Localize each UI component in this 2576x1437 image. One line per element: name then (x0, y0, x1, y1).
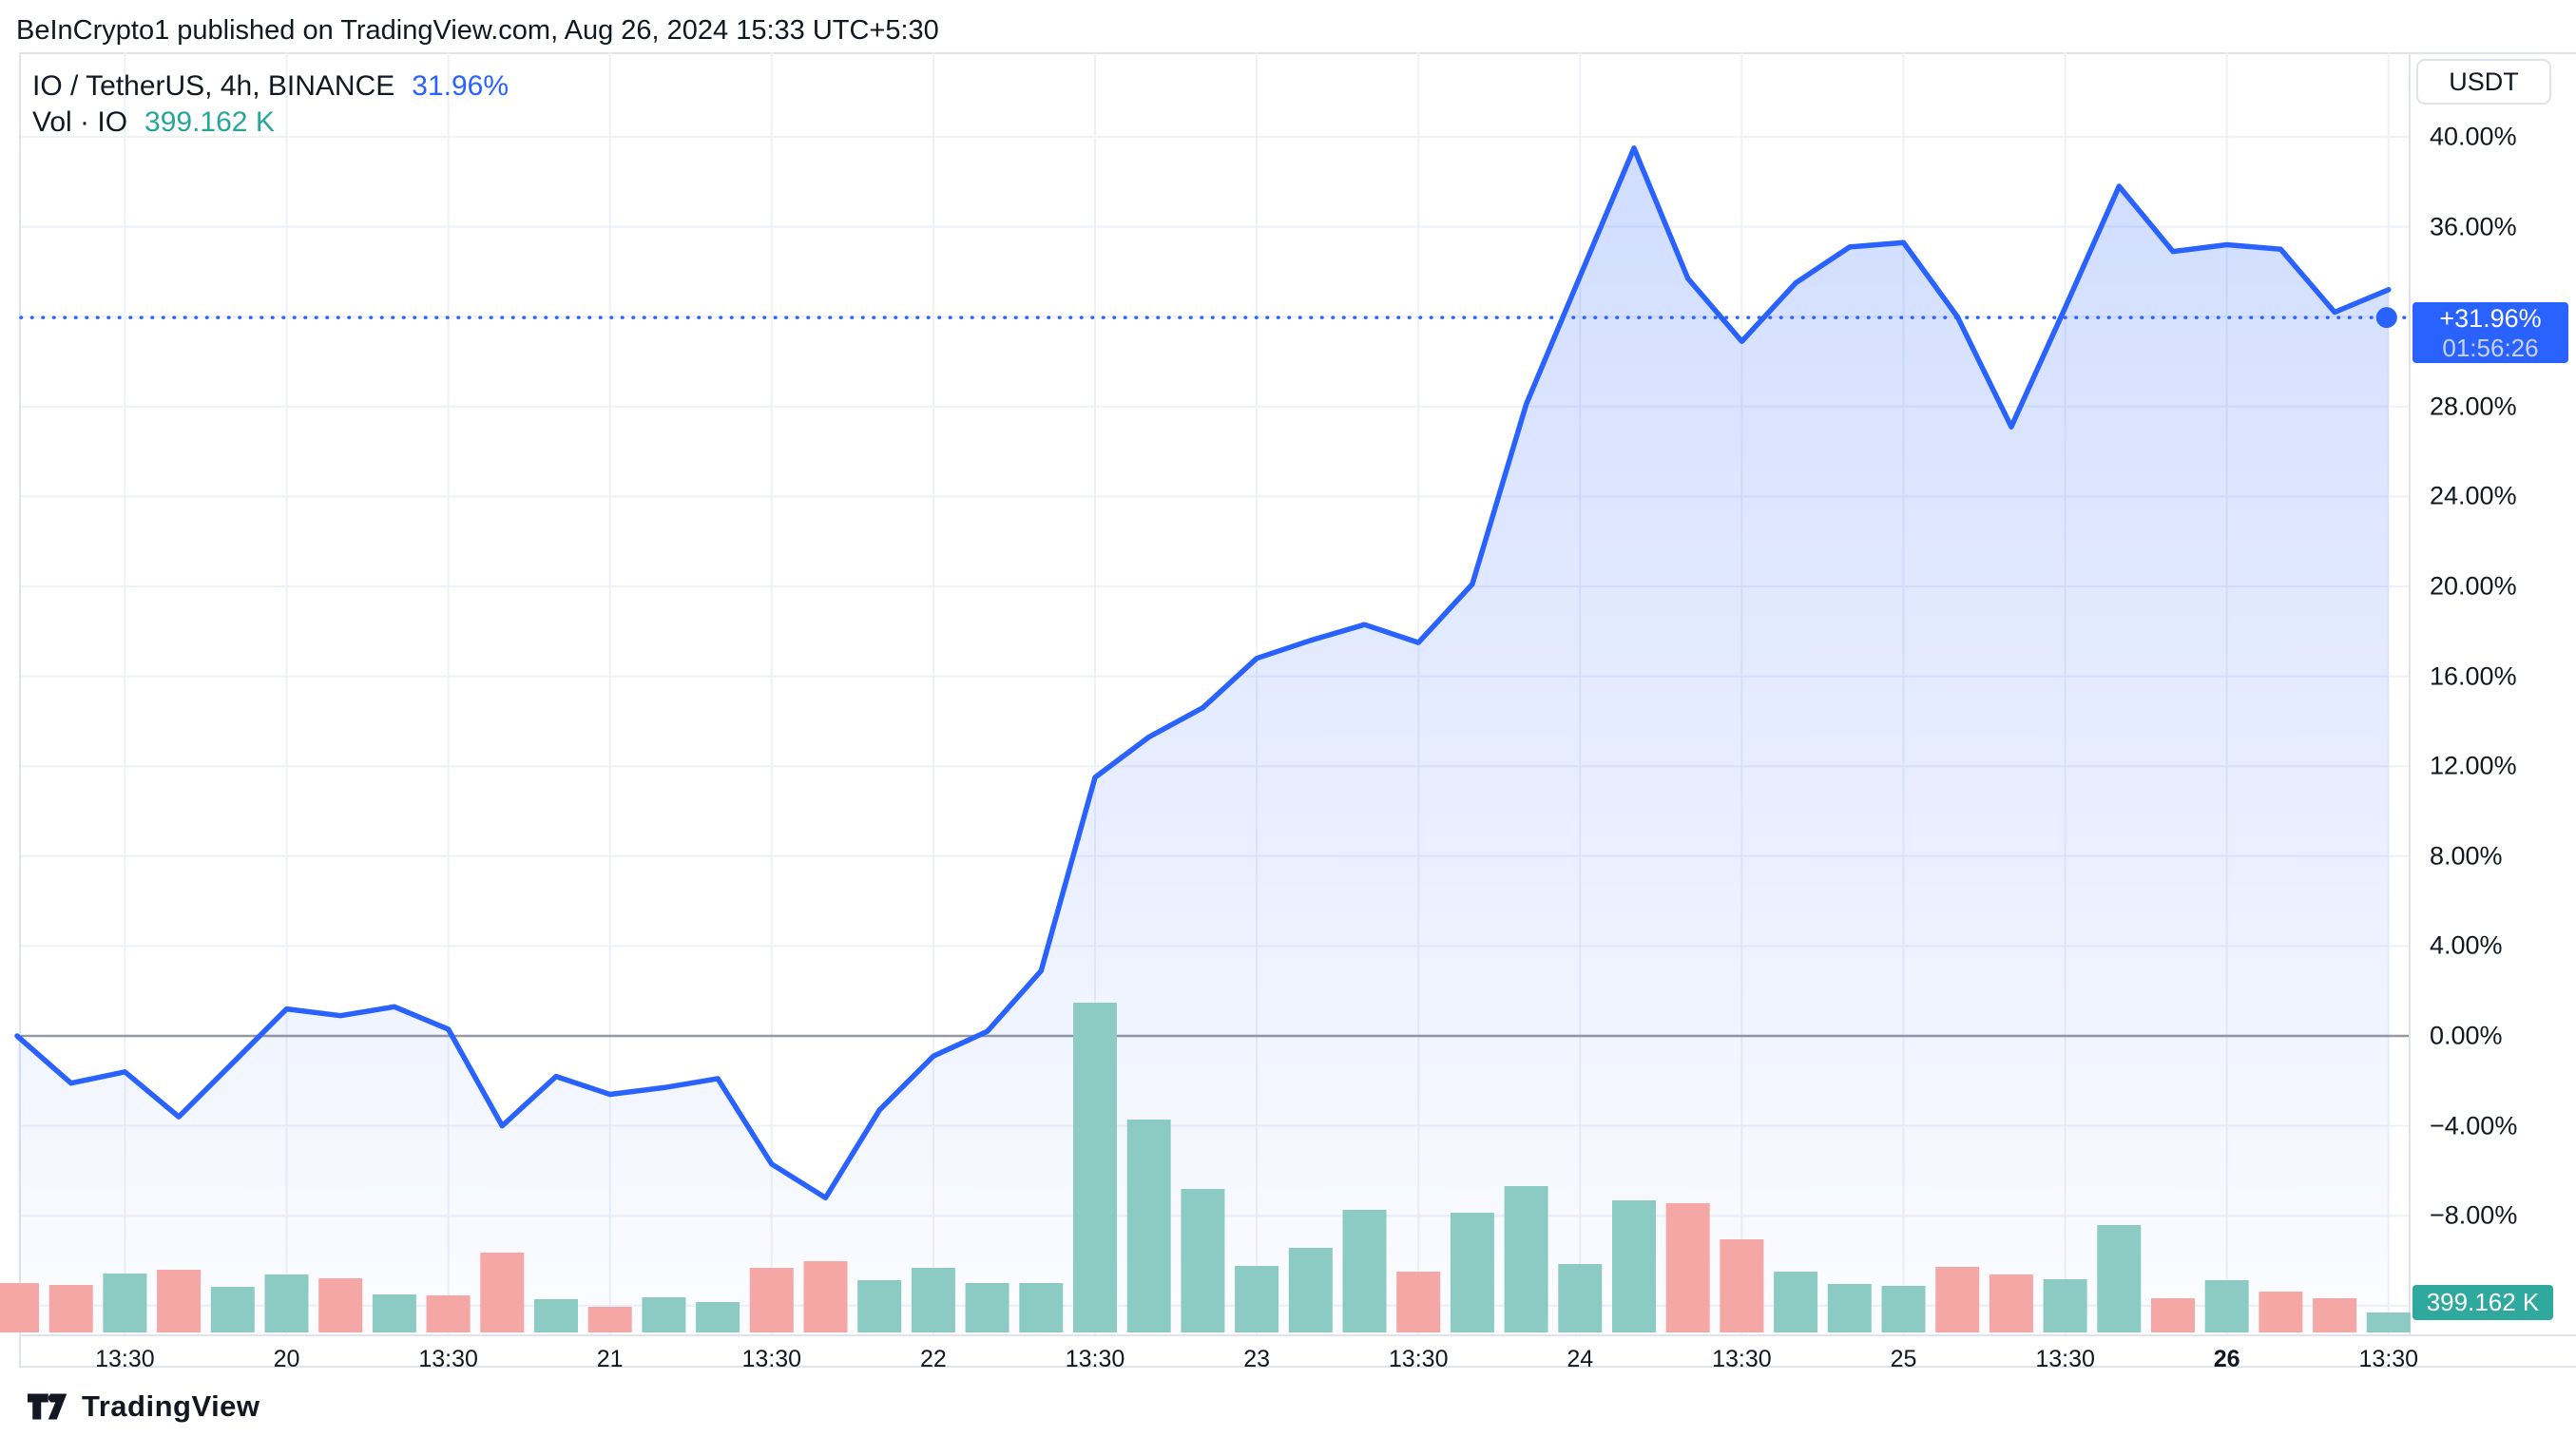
price-axis-label: 0.00% (2430, 1021, 2503, 1050)
tradingview-logo-icon (28, 1393, 67, 1420)
price-axis-label: 24.00% (2430, 481, 2517, 510)
time-axis-label: 20 (273, 1346, 300, 1372)
volume-bar (1126, 1120, 1171, 1332)
volume-bar (1073, 1003, 1117, 1332)
volume-bar (911, 1268, 955, 1332)
chart-legend: IO / TetherUS, 4h, BINANCE 31.96% Vol · … (32, 68, 509, 141)
volume-bar (1935, 1267, 1980, 1332)
volume-bar (1288, 1248, 1333, 1332)
volume-bar (2043, 1279, 2087, 1332)
volume-bar (210, 1287, 255, 1332)
volume-bar (1342, 1210, 1387, 1332)
tradingview-attribution[interactable]: TradingView (27, 1389, 260, 1424)
time-axis-label: 13:30 (1712, 1346, 1772, 1372)
time-axis-label: 24 (1567, 1346, 1594, 1372)
volume-bar (2259, 1292, 2303, 1332)
volume-bar (264, 1274, 309, 1332)
symbol-title[interactable]: IO / TetherUS, 4h, BINANCE (32, 70, 395, 102)
volume-bar (1612, 1200, 1656, 1332)
current-volume-badge: 399.162 K (2413, 1285, 2553, 1320)
candle-countdown: 01:56:26 (2442, 334, 2539, 362)
price-axis-label: 12.00% (2430, 751, 2517, 780)
current-price-badge: +31.96% 01:56:26 (2413, 302, 2568, 363)
current-price-dot (2375, 307, 2397, 329)
volume-bar (1019, 1283, 1064, 1332)
volume-bar (2204, 1280, 2249, 1332)
volume-bar (749, 1268, 794, 1332)
price-axis-label: 36.00% (2430, 212, 2517, 241)
current-price-change: +31.96% (2439, 304, 2542, 333)
volume-bar (480, 1253, 525, 1332)
volume-bar (318, 1278, 363, 1332)
volume-bar (1504, 1186, 1548, 1332)
legend-change-value: 31.96% (412, 70, 509, 102)
price-axis-label: −8.00% (2430, 1200, 2518, 1230)
volume-bar (48, 1285, 93, 1332)
price-axis-label: 28.00% (2430, 392, 2517, 421)
volume-study-label[interactable]: Vol · IO (32, 106, 128, 138)
volume-bar (857, 1280, 902, 1332)
chart-left-border (19, 52, 21, 1368)
time-axis-label: 13:30 (2035, 1346, 2095, 1372)
volume-bar (1235, 1266, 1279, 1332)
price-axis-label: 8.00% (2430, 841, 2503, 871)
volume-bar (0, 1283, 39, 1332)
volume-bar (1665, 1203, 1710, 1332)
volume-bar (157, 1270, 202, 1332)
legend-volume-value: 399.162 K (144, 106, 275, 138)
price-axis-label: −4.00% (2430, 1111, 2518, 1140)
volume-bar (1989, 1274, 2033, 1332)
volume-bar (1450, 1213, 1494, 1332)
tradingview-brand-text: TradingView (82, 1389, 260, 1423)
volume-bar (696, 1302, 740, 1332)
volume-bar (803, 1261, 848, 1332)
price-axis-separator[interactable] (2409, 52, 2411, 1336)
volume-bar (1720, 1239, 1764, 1332)
time-axis-label: 13:30 (418, 1346, 478, 1372)
volume-bar (1558, 1264, 1603, 1332)
chart-top-border (19, 52, 2576, 54)
time-axis-label: 23 (1243, 1346, 1270, 1372)
time-axis-label: 13:30 (2358, 1346, 2419, 1372)
price-axis-label: 40.00% (2430, 122, 2517, 151)
volume-bar (2151, 1298, 2195, 1332)
time-axis-label: 13:30 (1388, 1346, 1449, 1372)
time-axis-separator[interactable] (19, 1334, 2576, 1336)
volume-bar (2313, 1298, 2357, 1332)
volume-bar (587, 1307, 632, 1332)
time-axis-label: 26 (2213, 1346, 2240, 1372)
volume-bar (426, 1295, 471, 1332)
price-line (14, 145, 2392, 1201)
volume-bar (2366, 1312, 2411, 1332)
price-axis-label: 20.00% (2430, 571, 2517, 601)
volume-bar (1881, 1286, 1926, 1332)
currency-toggle-button[interactable]: USDT (2416, 59, 2551, 105)
price-area-fill (17, 147, 2389, 1334)
volume-bar (1396, 1272, 1441, 1332)
chart-bottom-border (19, 1366, 2576, 1368)
volume-bar (642, 1297, 686, 1332)
attribution-text: BeInCrypto1 published on TradingView.com… (16, 15, 939, 46)
time-axis-label: 22 (919, 1346, 947, 1372)
volume-bar (103, 1274, 147, 1332)
volume-bar (534, 1299, 578, 1332)
volume-bar (965, 1283, 1009, 1332)
volume-bar (1774, 1272, 1818, 1332)
time-axis-label: 21 (596, 1346, 624, 1372)
price-axis-label: 4.00% (2430, 930, 2503, 960)
price-axis-label: 16.00% (2430, 661, 2517, 691)
time-axis-label: 13:30 (1065, 1346, 1125, 1372)
time-axis-label: 25 (1890, 1346, 1917, 1372)
time-axis-label: 13:30 (741, 1346, 802, 1372)
volume-bar (1827, 1284, 1872, 1332)
volume-bar (1181, 1189, 1225, 1332)
time-axis-label: 13:30 (95, 1346, 155, 1372)
volume-bar (372, 1294, 416, 1332)
volume-bar (2097, 1225, 2142, 1332)
